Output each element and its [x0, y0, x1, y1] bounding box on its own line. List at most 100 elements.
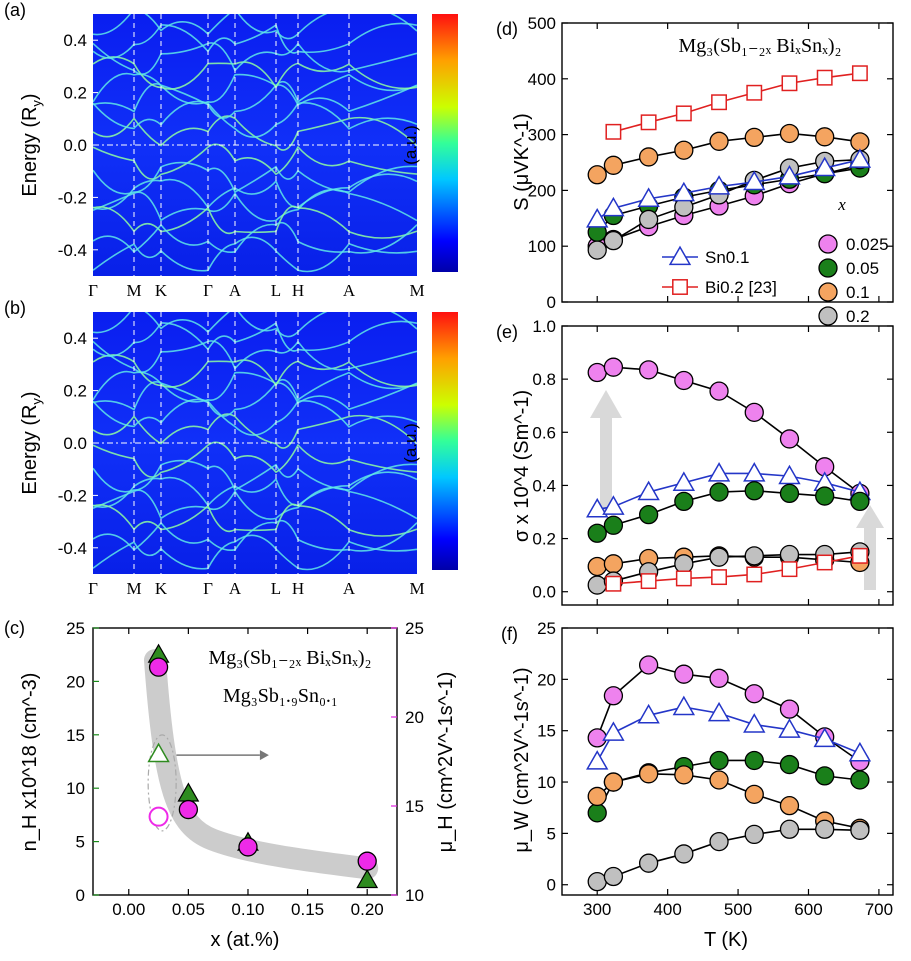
data-point [744, 402, 764, 423]
y-axis-label: Energy (Ry) [19, 391, 44, 494]
y-axis-label-left: n_H x10^18 (cm^-3) [19, 673, 41, 852]
data-point [850, 132, 870, 152]
kpoint-label: Γ [88, 579, 98, 598]
data-point [709, 750, 729, 771]
data-point [640, 114, 657, 131]
panel-label: (e) [496, 322, 518, 342]
kpoint-label: K [155, 579, 168, 598]
data-point [602, 721, 625, 741]
data-point [603, 155, 624, 175]
data-point [672, 279, 688, 295]
panel-label: (b) [4, 298, 26, 318]
data-point [813, 727, 836, 748]
kpoint-label: M [409, 579, 424, 598]
x-tick-label: 600 [794, 900, 822, 919]
data-point [746, 566, 763, 583]
y-tick-label: 20 [537, 670, 556, 689]
y-tick-label: 200 [528, 181, 556, 200]
data-point [815, 486, 835, 506]
kpoint-label: M [126, 579, 141, 598]
y-tick-label: 5 [547, 824, 556, 843]
data-point [779, 544, 800, 565]
data-point [587, 165, 607, 185]
data-point [743, 170, 766, 191]
y-tick-label: 0.0 [63, 434, 87, 453]
data-point [818, 306, 838, 326]
kpoint-label: M [126, 281, 141, 300]
data-point [605, 575, 622, 592]
y-tick-label: 0 [547, 876, 556, 895]
data-point [638, 209, 659, 230]
kpoint-label: M [409, 281, 424, 300]
y-tick-label-left: 20 [66, 672, 85, 691]
y-tick-label: 1.0 [532, 317, 556, 336]
data-point [638, 853, 659, 873]
y-axis-label: σ x 10^4 (Sm^-1) [511, 390, 533, 542]
legend-label: 0.05 [846, 259, 879, 278]
kpoint-label: L [271, 579, 281, 598]
data-point [586, 750, 609, 770]
data-point [744, 684, 764, 704]
y-tick-label: 100 [528, 237, 556, 256]
y-tick-label: 0.2 [63, 84, 87, 103]
data-point [779, 796, 800, 816]
data-point [587, 240, 607, 260]
kpoint-label: K [155, 281, 168, 300]
plot-frame [561, 627, 894, 896]
data-point [605, 123, 622, 140]
data-point [707, 175, 731, 195]
y-tick-label-right: 20 [405, 708, 424, 727]
kpoint-label: A [229, 281, 242, 300]
data-point [779, 819, 800, 839]
plot-frame [561, 325, 894, 606]
data-point [638, 147, 659, 167]
kpoint-label: H [292, 281, 304, 300]
legend-label: 0.1 [846, 283, 870, 302]
y-axis-label: μ_W (cm^2V^-1s^-1) [511, 667, 533, 852]
y-tick-label-left: 5 [76, 833, 85, 852]
y-tick-label-left: 0 [76, 886, 85, 905]
y-tick-label: 0.2 [63, 382, 87, 401]
annotation-arrowhead [259, 750, 269, 761]
y-axis-label: Energy (Ry) [19, 93, 44, 196]
y-tick-label-right: 25 [405, 619, 424, 638]
data-point [603, 866, 624, 887]
data-point [711, 569, 727, 586]
data-point [178, 799, 199, 820]
x-tick-label: 0.05 [172, 900, 205, 919]
data-point [813, 156, 836, 177]
kpoint-label: A [343, 281, 356, 300]
band-line [93, 83, 417, 119]
x-tick-label: 0.20 [351, 900, 384, 919]
data-point [778, 165, 801, 185]
data-point [587, 786, 607, 807]
legend-label: 0.025 [846, 235, 889, 254]
data-point [674, 491, 694, 512]
data-point [744, 127, 764, 148]
y-tick-label-left: 25 [66, 619, 85, 638]
y-tick-label: -0.4 [58, 241, 87, 260]
data-point [709, 381, 729, 401]
data-point [674, 554, 694, 574]
data-point [851, 547, 868, 564]
data-point [587, 362, 607, 383]
kpoint-label: Γ [203, 579, 213, 598]
panel-label: (f) [501, 624, 518, 644]
data-point [586, 497, 609, 518]
y-axis-label: S (μVK^-1) [511, 113, 533, 211]
legend-label: Bi0.2 [23] [705, 278, 777, 297]
panel-label: (d) [496, 19, 518, 39]
data-point [779, 699, 800, 719]
data-point [637, 703, 660, 724]
band-line [93, 115, 417, 151]
plot-panel: 0.0 0.2 0.4 0.6 0.8 1.0 (e) σ x 10^4 (Sm^-1) [496, 317, 894, 606]
data-point [148, 806, 169, 827]
data-point [587, 523, 607, 543]
chart-title: Mg₃(Sb₁₋₂ₓ BiₓSnₓ)₂ [678, 35, 841, 57]
highlight-ellipse [147, 734, 177, 832]
y-tick-label: 0 [547, 293, 556, 312]
data-point [148, 657, 169, 677]
data-point [848, 741, 872, 762]
data-point [638, 655, 659, 675]
data-point [674, 370, 694, 391]
